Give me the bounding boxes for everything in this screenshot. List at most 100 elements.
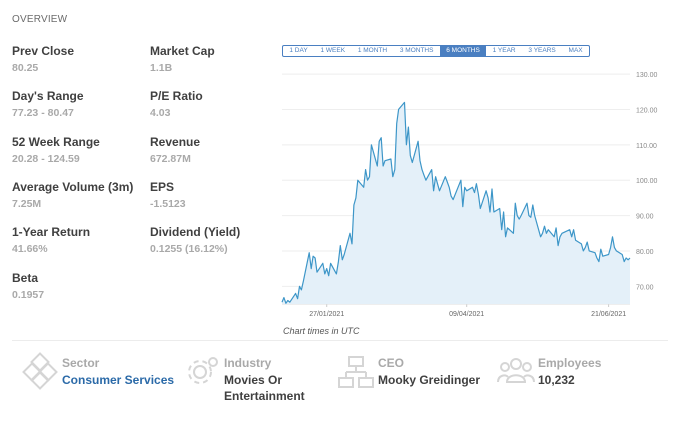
price-point: [328, 275, 329, 276]
price-point: [349, 233, 350, 234]
price-point: [476, 183, 477, 184]
price-point: [478, 194, 479, 195]
price-point: [466, 190, 467, 191]
price-point: [614, 247, 615, 248]
people-icon: [497, 358, 535, 383]
price-point: [445, 176, 446, 177]
stat-dividend-yield: Dividend (Yield) 0.1255 (16.12%): [150, 225, 240, 255]
price-point: [486, 190, 487, 191]
price-point: [299, 286, 300, 287]
price-point: [439, 190, 440, 191]
price-point: [381, 137, 382, 138]
price-point: [295, 293, 296, 294]
info-label: CEO: [378, 356, 405, 370]
price-point: [491, 188, 492, 189]
y-tick-label: 100.00: [636, 178, 658, 185]
price-point: [534, 215, 535, 216]
sector-icon: [22, 352, 58, 390]
stat-label: Day's Range: [12, 89, 84, 103]
price-point: [425, 180, 426, 181]
price-point: [501, 229, 502, 230]
stat-label: Revenue: [150, 135, 201, 149]
stat-label: Market Cap: [150, 44, 215, 58]
range-tab-1-day[interactable]: 1 DAY: [289, 47, 308, 54]
price-point: [303, 280, 304, 281]
stat-label: Average Volume (3m): [12, 180, 134, 194]
price-point: [287, 300, 288, 301]
price-point: [437, 183, 438, 184]
price-point: [515, 203, 516, 204]
price-point: [594, 252, 595, 253]
price-point: [351, 243, 352, 244]
y-tick-label: 80.00: [636, 249, 654, 256]
price-point: [556, 227, 557, 228]
range-tab-1-year[interactable]: 1 YEAR: [492, 47, 516, 54]
price-point: [561, 233, 562, 234]
price-point: [571, 236, 572, 237]
range-tab-3-months[interactable]: 3 MONTHS: [399, 47, 434, 54]
range-tab-max[interactable]: MAX: [568, 47, 583, 54]
stat-value: 4.03: [150, 107, 171, 119]
price-point: [453, 199, 454, 200]
range-tab-6-months[interactable]: 6 MONTHS: [439, 46, 487, 56]
stat-value: 20.28 - 124.59: [12, 153, 80, 165]
range-tab-3-years[interactable]: 3 YEARS: [528, 47, 556, 54]
price-point: [423, 174, 424, 175]
price-point: [517, 215, 518, 216]
y-tick-label: 90.00: [636, 214, 654, 221]
price-point: [569, 229, 570, 230]
info-label: Employees: [538, 356, 602, 370]
price-point: [472, 187, 473, 188]
price-point: [392, 176, 393, 177]
price-point: [369, 176, 370, 177]
stat-value: -1.5123: [150, 198, 186, 210]
price-point: [573, 229, 574, 230]
price-point: [412, 162, 413, 163]
price-point: [532, 204, 533, 205]
price-point: [462, 206, 463, 207]
price-point: [330, 263, 331, 264]
stat-market-cap: Market Cap 1.1B: [150, 44, 215, 74]
range-tab-1-week[interactable]: 1 WEEK: [320, 47, 346, 54]
price-point: [326, 268, 327, 269]
price-point: [316, 272, 317, 273]
y-tick-label: 110.00: [636, 143, 657, 150]
price-point: [626, 257, 627, 258]
price-point: [344, 254, 345, 255]
x-tick-label: 27/01/2021: [309, 311, 344, 318]
info-label: Industry: [224, 356, 272, 370]
price-point: [315, 257, 316, 258]
x-tick-label: 09/04/2021: [449, 311, 484, 318]
price-point: [297, 298, 298, 299]
price-point: [596, 257, 597, 258]
price-area: [282, 102, 630, 305]
price-point: [410, 155, 411, 156]
price-point: [451, 196, 452, 197]
price-point: [311, 268, 312, 269]
price-point: [589, 250, 590, 251]
price-point: [489, 211, 490, 212]
price-point: [281, 302, 282, 303]
stat-label: EPS: [150, 180, 175, 194]
price-point: [419, 160, 420, 161]
stat-value: 1.1B: [150, 62, 173, 74]
price-point: [289, 302, 290, 303]
price-point: [526, 203, 527, 204]
price-point: [384, 160, 385, 161]
price-point: [313, 256, 314, 257]
y-tick-label: 120.00: [636, 107, 658, 114]
range-tab-1-month[interactable]: 1 MONTH: [357, 47, 388, 54]
stat-value: 77.23 - 80.47: [12, 107, 74, 119]
stat-52-week-range: 52 Week Range 20.28 - 124.59: [12, 135, 100, 165]
price-point: [612, 236, 613, 237]
price-point: [558, 245, 559, 246]
stat-value: 41.66%: [12, 243, 48, 255]
price-point: [367, 180, 368, 181]
info-label: Sector: [62, 356, 100, 370]
stat-revenue: Revenue 672.87M: [150, 135, 200, 165]
price-point: [507, 227, 508, 228]
price-point: [324, 273, 325, 274]
sector-link[interactable]: Consumer Services: [62, 373, 175, 387]
gear-icon: [188, 357, 218, 384]
